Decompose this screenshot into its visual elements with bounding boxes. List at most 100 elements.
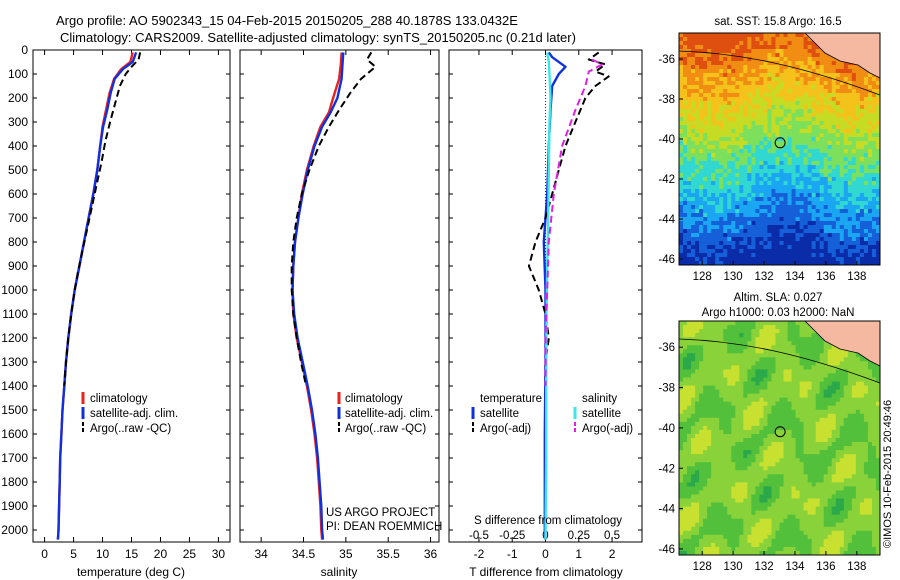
map-cell	[699, 446, 704, 451]
map-cell	[707, 241, 712, 246]
map-cell	[835, 177, 841, 182]
map-cell	[711, 153, 716, 158]
map-cell	[755, 109, 760, 114]
map-cell	[767, 389, 772, 395]
map-cell	[755, 438, 760, 443]
map-cell	[707, 189, 712, 194]
map-cell	[679, 253, 684, 258]
map-cell	[711, 233, 716, 238]
map-cell	[703, 137, 708, 142]
map-cell	[703, 129, 708, 134]
map-cell	[875, 177, 881, 182]
map-cell	[831, 442, 837, 447]
map-cell	[735, 97, 740, 102]
map-cell	[795, 245, 800, 250]
map-cell	[747, 225, 752, 230]
map-cell	[739, 353, 744, 358]
map-cell	[703, 53, 708, 58]
map-cell	[823, 438, 829, 443]
map-cell	[843, 157, 849, 162]
map-cell	[859, 229, 865, 234]
map-cell	[747, 421, 752, 427]
map-cell	[715, 237, 720, 242]
map-cell	[831, 201, 837, 206]
map-cell	[759, 129, 764, 134]
map-cell	[727, 466, 732, 471]
map-cell	[775, 353, 780, 358]
map-cell	[835, 169, 841, 174]
map-cell	[823, 357, 829, 362]
map-cell	[775, 245, 780, 250]
map-cell	[795, 462, 800, 467]
map-cell	[695, 165, 700, 170]
map-cell	[803, 381, 809, 386]
map-cell	[847, 261, 853, 266]
map-cell	[747, 349, 752, 354]
map-cell	[703, 241, 708, 246]
map-cell	[695, 454, 700, 459]
map-cell	[695, 442, 700, 447]
map-cell	[755, 333, 760, 338]
map-cell	[859, 357, 865, 362]
map-cell	[679, 413, 684, 419]
map-cell	[811, 205, 817, 210]
map-cell	[803, 169, 809, 174]
map-cell	[867, 169, 873, 174]
map-cell	[807, 381, 813, 386]
map-cell	[683, 81, 688, 86]
map-cell	[807, 237, 813, 242]
map-cell	[839, 77, 845, 82]
map-cell	[715, 129, 720, 134]
map-cell	[731, 393, 736, 399]
map-cell	[759, 89, 764, 94]
map-cell	[811, 333, 817, 338]
map-cell	[831, 349, 837, 354]
map-cell	[751, 85, 756, 90]
map-cell	[707, 141, 712, 146]
map-cell	[835, 153, 841, 158]
map-cell	[687, 93, 692, 98]
map-cell	[811, 337, 817, 342]
map-cell	[767, 165, 772, 170]
map-cell	[731, 169, 736, 174]
map-cell	[799, 173, 805, 178]
map-cell	[771, 373, 776, 378]
map-cell	[767, 245, 772, 250]
map-cell	[691, 141, 696, 146]
map-cell	[763, 45, 768, 50]
map-cell	[863, 109, 869, 114]
map-cell	[811, 225, 817, 230]
map-cell	[707, 77, 712, 82]
map-cell	[803, 405, 809, 411]
map-cell	[739, 385, 744, 390]
map-cell	[747, 189, 752, 194]
map-cell	[807, 450, 813, 455]
map-cell	[715, 33, 720, 38]
map-cell	[695, 433, 700, 439]
map-cell	[779, 201, 784, 206]
map-cell	[747, 217, 752, 222]
map-cell	[799, 409, 805, 415]
map-cell	[691, 81, 696, 86]
map-cell	[771, 345, 776, 350]
map-cell	[691, 333, 696, 338]
map-cell	[743, 325, 748, 330]
map-cell	[735, 93, 740, 98]
map-cell	[691, 377, 696, 382]
map-cell	[719, 341, 724, 346]
map-cell	[851, 137, 857, 142]
map-cell	[811, 365, 817, 370]
map-cell	[795, 141, 800, 146]
map-cell	[807, 149, 813, 154]
map-cell	[855, 117, 861, 122]
map-cell	[691, 209, 696, 214]
map-cell	[867, 197, 873, 202]
map-cell	[707, 213, 712, 218]
map-cell	[751, 261, 756, 266]
map-cell	[695, 77, 700, 82]
map-cell	[767, 33, 772, 38]
map-cell	[815, 61, 821, 66]
map-cell	[803, 241, 809, 246]
map-cell	[799, 442, 805, 447]
map-cell	[859, 125, 865, 130]
